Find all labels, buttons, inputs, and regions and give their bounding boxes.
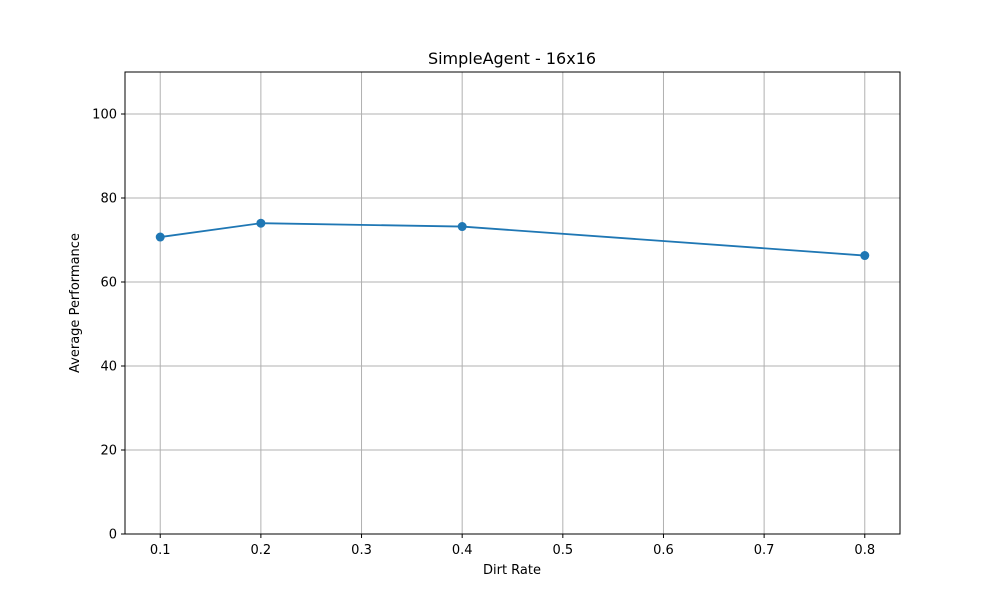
chart-title: SimpleAgent - 16x16	[428, 49, 596, 68]
y-tick-label: 0	[109, 528, 117, 543]
series-layer	[155, 218, 870, 261]
series-line	[160, 222, 865, 257]
x-tick-label: 0.6	[653, 543, 674, 558]
x-tick-label: 0.3	[351, 543, 372, 558]
plot-area-frame	[124, 71, 901, 535]
y-tick-label: 100	[92, 108, 117, 123]
x-axis-label: Dirt Rate	[483, 563, 541, 578]
y-tick-label: 60	[100, 276, 117, 291]
x-tick-label: 0.4	[452, 543, 473, 558]
y-tick-label: 80	[100, 192, 117, 207]
x-tick-label: 0.5	[552, 543, 573, 558]
data-point	[860, 251, 870, 261]
data-point	[256, 218, 266, 228]
y-axis-label: Average Performance	[68, 233, 83, 373]
x-tick-label: 0.7	[754, 543, 775, 558]
x-tick-label: 0.8	[854, 543, 875, 558]
data-point	[155, 232, 165, 242]
grid-layer	[125, 72, 900, 535]
x-tick-label: 0.1	[150, 543, 171, 558]
x-tick-label: 0.2	[251, 543, 272, 558]
y-tick-label: 40	[100, 360, 117, 375]
data-point	[457, 222, 467, 232]
ticks-layer: 0.1 0.2 0.3 0.4 0.5 0.6 0.7 0.8 0 20 40 60 80 100	[92, 108, 875, 559]
y-tick-label: 20	[100, 444, 117, 459]
